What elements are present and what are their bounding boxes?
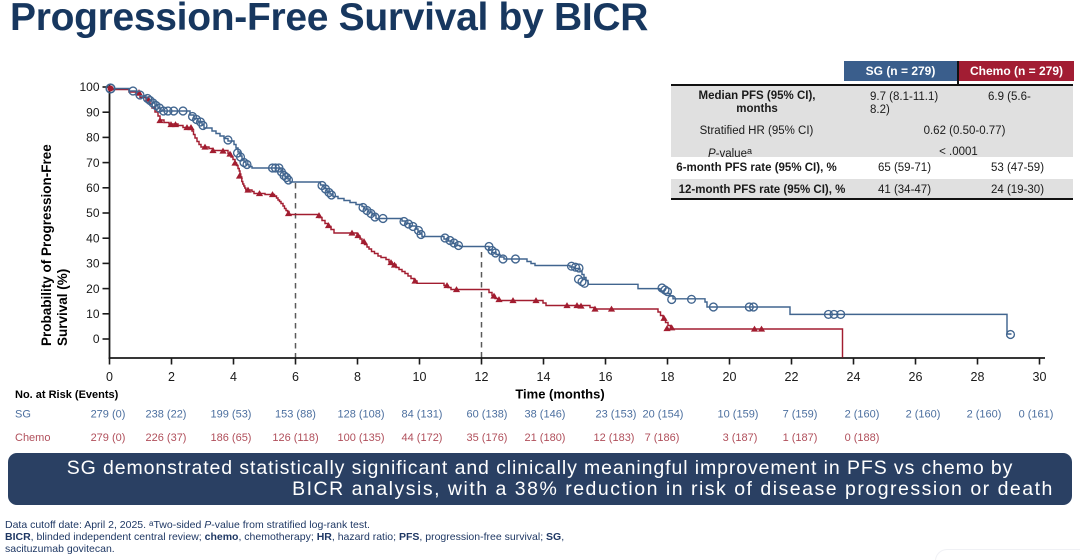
svg-text:10: 10 xyxy=(413,370,427,384)
svg-text:0 (161): 0 (161) xyxy=(1019,409,1054,421)
svg-text:7 (186): 7 (186) xyxy=(645,432,680,444)
svg-text:12: 12 xyxy=(475,370,489,384)
svg-text:SG: SG xyxy=(15,409,31,421)
svg-text:30: 30 xyxy=(86,257,100,271)
svg-text:70: 70 xyxy=(86,156,100,170)
svg-text:No. at Risk (Events): No. at Risk (Events) xyxy=(15,389,119,401)
svg-text:126 (118): 126 (118) xyxy=(272,432,318,444)
svg-text:8: 8 xyxy=(354,370,361,384)
svg-text:186 (65): 186 (65) xyxy=(211,432,252,444)
svg-text:22: 22 xyxy=(785,370,799,384)
svg-text:20: 20 xyxy=(723,370,737,384)
svg-text:100: 100 xyxy=(79,80,99,94)
svg-text:84 (131): 84 (131) xyxy=(402,409,443,421)
svg-text:90: 90 xyxy=(86,105,100,119)
svg-text:Chemo: Chemo xyxy=(15,432,50,444)
svg-text:199 (53): 199 (53) xyxy=(211,409,252,421)
svg-text:16: 16 xyxy=(599,370,613,384)
svg-text:2: 2 xyxy=(168,370,175,384)
svg-text:10 (159): 10 (159) xyxy=(718,409,759,421)
svg-text:0 (188): 0 (188) xyxy=(845,432,880,444)
svg-text:Time (months): Time (months) xyxy=(515,387,604,402)
svg-text:6: 6 xyxy=(292,370,299,384)
svg-text:100 (135): 100 (135) xyxy=(337,432,384,444)
svg-text:20: 20 xyxy=(86,282,100,296)
svg-text:23 (153): 23 (153) xyxy=(596,409,637,421)
svg-text:10: 10 xyxy=(86,307,100,321)
svg-text:60 (138): 60 (138) xyxy=(467,409,508,421)
svg-text:4: 4 xyxy=(230,370,237,384)
svg-text:226 (37): 226 (37) xyxy=(146,432,187,444)
svg-text:Survival (%): Survival (%) xyxy=(55,269,70,346)
svg-text:28: 28 xyxy=(971,370,985,384)
svg-text:24: 24 xyxy=(847,370,861,384)
svg-text:2 (160): 2 (160) xyxy=(967,409,1002,421)
svg-text:80: 80 xyxy=(86,131,100,145)
svg-text:1 (187): 1 (187) xyxy=(783,432,818,444)
svg-text:153 (88): 153 (88) xyxy=(275,409,316,421)
svg-text:30: 30 xyxy=(1033,370,1047,384)
svg-text:40: 40 xyxy=(86,231,100,245)
svg-text:2 (160): 2 (160) xyxy=(906,409,941,421)
svg-text:18: 18 xyxy=(661,370,675,384)
svg-text:7 (159): 7 (159) xyxy=(783,409,818,421)
svg-text:38 (146): 38 (146) xyxy=(525,409,566,421)
svg-text:26: 26 xyxy=(909,370,923,384)
svg-text:128 (108): 128 (108) xyxy=(337,409,384,421)
svg-text:35 (176): 35 (176) xyxy=(467,432,508,444)
svg-text:2 (160): 2 (160) xyxy=(845,409,880,421)
svg-text:12 (183): 12 (183) xyxy=(594,432,635,444)
svg-text:20 (154): 20 (154) xyxy=(643,409,684,421)
svg-text:0: 0 xyxy=(106,370,113,384)
svg-text:3 (187): 3 (187) xyxy=(723,432,758,444)
svg-text:21 (180): 21 (180) xyxy=(525,432,566,444)
svg-text:44 (172): 44 (172) xyxy=(402,432,443,444)
svg-text:50: 50 xyxy=(86,206,100,220)
svg-text:14: 14 xyxy=(537,370,551,384)
svg-text:60: 60 xyxy=(86,181,100,195)
svg-text:279 (0): 279 (0) xyxy=(91,432,126,444)
svg-text:238 (22): 238 (22) xyxy=(146,409,187,421)
svg-text:Probability of Progression-Fre: Probability of Progression-Free xyxy=(39,144,54,346)
svg-text:279 (0): 279 (0) xyxy=(91,409,126,421)
svg-text:0: 0 xyxy=(93,332,100,346)
